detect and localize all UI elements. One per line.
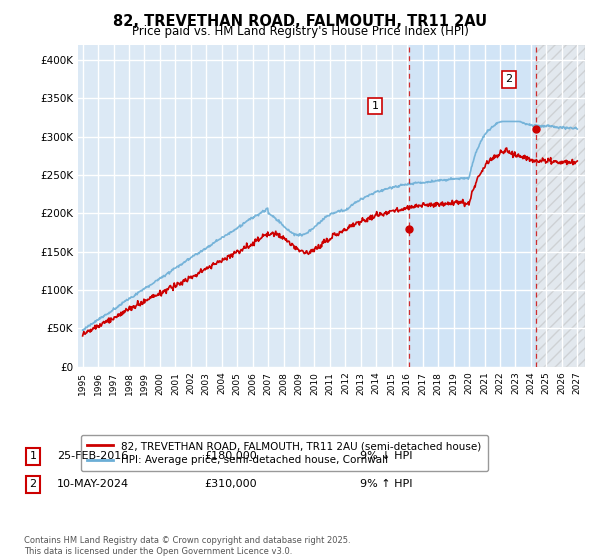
Text: 10-MAY-2024: 10-MAY-2024 [57, 479, 129, 489]
Text: 9% ↑ HPI: 9% ↑ HPI [360, 479, 413, 489]
Bar [409, 45, 536, 367]
Text: Contains HM Land Registry data © Crown copyright and database right 2025.
This d: Contains HM Land Registry data © Crown c… [24, 536, 350, 556]
Text: 1: 1 [29, 451, 37, 461]
Text: 1: 1 [371, 101, 379, 111]
Text: 2: 2 [505, 74, 512, 85]
Text: £180,000: £180,000 [204, 451, 257, 461]
Text: 82, TREVETHAN ROAD, FALMOUTH, TR11 2AU: 82, TREVETHAN ROAD, FALMOUTH, TR11 2AU [113, 14, 487, 29]
Text: 9% ↓ HPI: 9% ↓ HPI [360, 451, 413, 461]
Text: £310,000: £310,000 [204, 479, 257, 489]
Bar [536, 45, 585, 367]
Legend: 82, TREVETHAN ROAD, FALMOUTH, TR11 2AU (semi-detached house), HPI: Average price: 82, TREVETHAN ROAD, FALMOUTH, TR11 2AU (… [80, 435, 488, 472]
Text: Price paid vs. HM Land Registry's House Price Index (HPI): Price paid vs. HM Land Registry's House … [131, 25, 469, 38]
Text: 25-FEB-2016: 25-FEB-2016 [57, 451, 128, 461]
Text: 2: 2 [29, 479, 37, 489]
